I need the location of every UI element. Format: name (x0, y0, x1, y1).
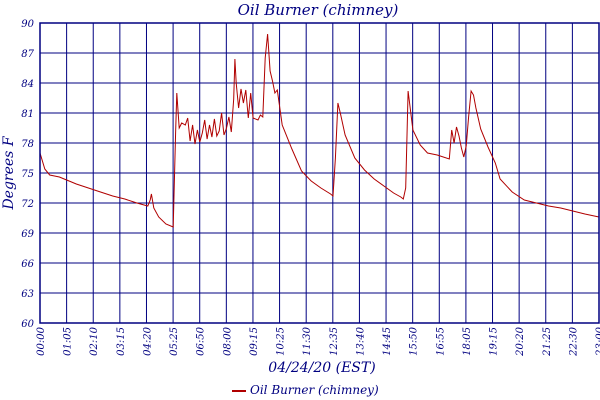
x-tick-label: 21:25 (542, 327, 553, 357)
x-tick-label: 11:30 (302, 326, 313, 355)
y-tick-label: 75 (21, 169, 34, 180)
x-tick-label: 10:25 (276, 327, 287, 356)
y-tick-label: 60 (21, 319, 34, 330)
grid (39, 22, 600, 324)
x-tick-label: 08:00 (222, 326, 233, 355)
x-tick-label: 16:55 (435, 327, 446, 356)
x-tick-label: 23:00 (595, 326, 600, 356)
y-tick-label: 81 (21, 109, 34, 120)
x-tick-label: 04:20 (142, 326, 153, 355)
y-axis-ticks: 60 63 66 69 72 75 78 81 84 87 90 (21, 19, 34, 330)
plot-frame (39, 22, 600, 324)
y-axis-label: Degrees F (1, 135, 17, 210)
chart-title: Oil Burner (chimney) (238, 1, 399, 19)
x-tick-label: 18:05 (462, 327, 473, 356)
series-line-oil-burner (39, 33, 600, 228)
x-axis-label: 04/24/20 (EST) (268, 360, 375, 376)
x-tick-label: 06:50 (196, 326, 207, 355)
x-tick-label: 05:25 (169, 327, 180, 356)
x-tick-label: 09:15 (249, 327, 260, 356)
y-tick-label: 90 (21, 19, 34, 30)
x-tick-label: 15:50 (409, 326, 420, 355)
legend-label: Oil Burner (chimney) (250, 383, 379, 397)
y-tick-label: 84 (21, 79, 34, 90)
y-tick-label: 66 (21, 259, 34, 270)
x-tick-label: 14:45 (382, 327, 393, 356)
x-tick-label: 22:30 (568, 326, 579, 356)
y-tick-label: 87 (21, 49, 34, 60)
x-axis-ticks: 00:00 01:05 02:10 03:15 04:20 05:25 06:50 08:00… (36, 326, 600, 356)
legend: Oil Burner (chimney) (232, 383, 379, 397)
y-tick-label: 78 (21, 139, 34, 150)
x-tick-label: 20:20 (515, 326, 526, 356)
x-tick-label: 00:00 (36, 326, 47, 355)
x-tick-label: 03:15 (116, 327, 127, 356)
x-tick-label: 01:05 (63, 327, 74, 356)
x-tick-label: 12:35 (329, 327, 340, 356)
x-tick-label: 02:10 (89, 326, 100, 355)
x-tick-label: 19:15 (489, 327, 500, 356)
x-tick-label: 13:40 (355, 326, 366, 355)
y-tick-label: 63 (21, 289, 34, 300)
y-tick-label: 69 (21, 229, 34, 240)
y-tick-label: 72 (21, 199, 34, 210)
